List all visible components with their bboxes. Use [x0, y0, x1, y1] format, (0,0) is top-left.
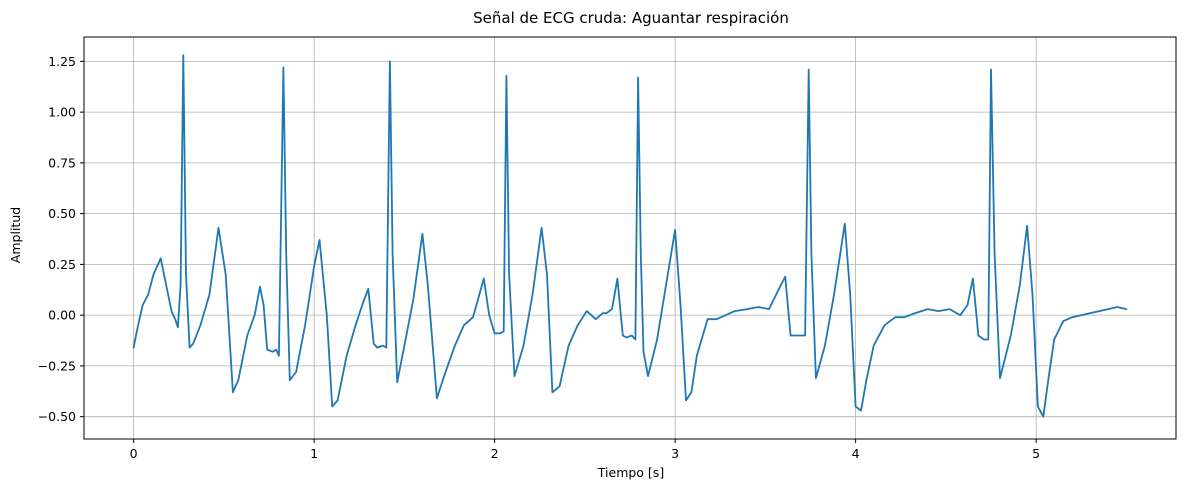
x-tick-label: 0: [130, 446, 138, 461]
y-axis: −0.50 −0.25 0.00 0.25 0.50 0.75 1.00 1.25: [38, 54, 84, 424]
x-axis: 0 1 2 3 4 5: [130, 439, 1040, 461]
y-tick-label: 1.25: [48, 54, 76, 69]
chart-title: Señal de ECG cruda: Aguantar respiración: [473, 9, 789, 27]
x-tick-label: 5: [1032, 446, 1040, 461]
y-axis-label: Amplitud: [8, 207, 23, 263]
x-tick-label: 3: [671, 446, 679, 461]
y-tick-label: 0.00: [48, 308, 76, 323]
x-tick-label: 2: [491, 446, 499, 461]
x-tick-label: 4: [852, 446, 860, 461]
y-tick-label: 0.75: [48, 155, 76, 170]
plot-frame: [83, 36, 1177, 440]
series-layer: [132, 54, 1128, 418]
y-tick-label: 1.00: [48, 105, 76, 120]
ecg-signal-line: [132, 54, 1128, 418]
y-tick-label: −0.25: [38, 358, 76, 373]
y-tick-label: −0.50: [38, 409, 76, 424]
x-tick-label: 1: [310, 446, 318, 461]
y-tick-label: 0.50: [48, 206, 76, 221]
y-tick-label: 0.25: [48, 257, 76, 272]
x-axis-label: Tiempo [s]: [597, 465, 664, 480]
